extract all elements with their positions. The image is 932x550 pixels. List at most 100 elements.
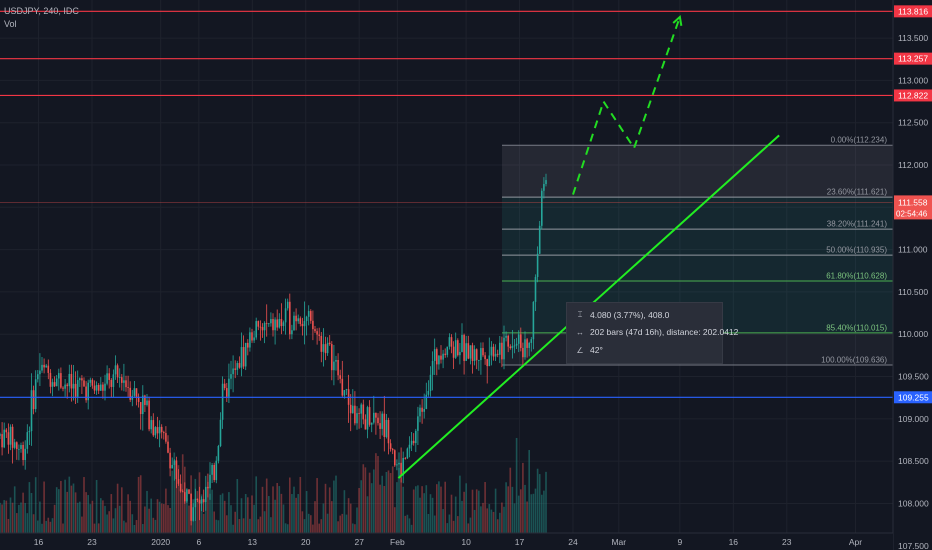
volume-bar — [459, 475, 461, 533]
candle-body — [169, 452, 171, 469]
candle-body — [475, 349, 478, 361]
candle-body — [473, 349, 476, 361]
candle-body — [20, 444, 22, 449]
candle-body — [333, 361, 335, 371]
candle-body — [154, 427, 157, 436]
candle-body — [423, 408, 425, 412]
candle-body — [538, 225, 541, 254]
candle-body — [76, 380, 79, 397]
volume-bar — [469, 517, 472, 533]
candle-body — [104, 383, 106, 391]
volume-bar — [49, 521, 52, 533]
volume-bar — [341, 513, 344, 533]
candle-body — [144, 395, 146, 405]
volume-bar — [465, 483, 467, 533]
volume-bar — [66, 491, 68, 533]
volume-bar — [289, 477, 291, 533]
candle-body — [188, 489, 190, 494]
candle-body — [499, 342, 501, 355]
candle-body — [410, 440, 413, 445]
candle-body — [398, 462, 400, 465]
candle-body — [270, 319, 272, 324]
candle-body — [121, 377, 123, 383]
candle-body — [291, 330, 293, 335]
volume-bar — [356, 507, 358, 533]
candle-body — [404, 457, 407, 459]
measure-angle-text: 42° — [590, 345, 603, 355]
candle-body — [5, 429, 8, 433]
candle-body — [513, 345, 516, 347]
volume-bar — [274, 499, 276, 533]
candle-body — [142, 395, 144, 415]
fib-level-label: 38.20%(111.241) — [827, 220, 888, 229]
volume-bar — [125, 522, 127, 533]
candle-body — [207, 486, 209, 489]
volume-bar — [515, 437, 518, 533]
candle-body — [362, 404, 365, 420]
candle-body — [133, 388, 136, 396]
candle-body — [148, 400, 150, 430]
volume-bar — [345, 514, 348, 533]
projection-path[interactable] — [572, 16, 681, 195]
candle-body — [79, 378, 81, 381]
candle-body — [370, 422, 373, 425]
time-tick-label: 13 — [248, 537, 258, 547]
price-tick-label: 109.500 — [898, 372, 929, 382]
volume-bar — [398, 467, 400, 533]
candle-body — [469, 345, 472, 359]
volume-bar — [391, 466, 394, 533]
volume-bar — [368, 472, 371, 533]
volume-indicator-label[interactable]: Vol — [4, 19, 17, 29]
volume-bar — [181, 454, 184, 533]
candle-body — [7, 432, 10, 445]
candle-body — [366, 407, 369, 430]
volume-bar — [324, 483, 327, 533]
volume-bar — [530, 494, 533, 533]
candle-body — [139, 402, 142, 415]
volume-bar — [240, 498, 243, 533]
candle-body — [545, 180, 547, 185]
fib-level-label: 23.60%(111.621) — [827, 188, 888, 197]
candle-body — [186, 489, 188, 502]
candle-body — [198, 500, 201, 504]
price-tick-label: 110.000 — [898, 329, 928, 339]
candle-body — [129, 387, 131, 400]
candle-body — [200, 499, 203, 504]
candle-body — [286, 301, 289, 309]
candle-body — [534, 277, 537, 302]
candle-body — [322, 344, 325, 352]
volume-bar — [213, 511, 215, 533]
price-tick-label: 113.500 — [898, 33, 928, 43]
candle-body — [125, 380, 127, 388]
volume-bar — [100, 498, 102, 533]
volume-bar — [81, 516, 83, 533]
volume-bar — [108, 511, 110, 533]
candle-body — [202, 499, 205, 503]
time-tick-label: 17 — [515, 537, 525, 547]
candle-body — [305, 316, 308, 322]
candle-body — [97, 384, 100, 391]
volume-bar — [517, 495, 520, 533]
candle-body — [249, 332, 251, 348]
volume-bar — [385, 471, 388, 533]
candle-body — [454, 340, 457, 358]
candle-body — [284, 308, 287, 323]
price-tick-label: 111.000 — [898, 245, 928, 255]
volume-bar — [534, 488, 537, 533]
angle-icon: ∠ — [576, 345, 584, 355]
volume-bars — [0, 437, 547, 533]
volume-bar — [404, 515, 407, 533]
candle-body — [135, 388, 138, 398]
candle-body — [494, 353, 497, 357]
volume-bar — [312, 524, 314, 533]
candle-body — [89, 379, 92, 383]
volume-bar — [127, 494, 129, 533]
candle-body — [431, 360, 434, 375]
volume-bar — [139, 475, 142, 533]
candle-body — [377, 417, 379, 424]
volume-bar — [448, 514, 451, 533]
time-axis[interactable] — [0, 533, 893, 550]
volume-bar — [137, 476, 140, 533]
volume-bar — [51, 518, 54, 533]
